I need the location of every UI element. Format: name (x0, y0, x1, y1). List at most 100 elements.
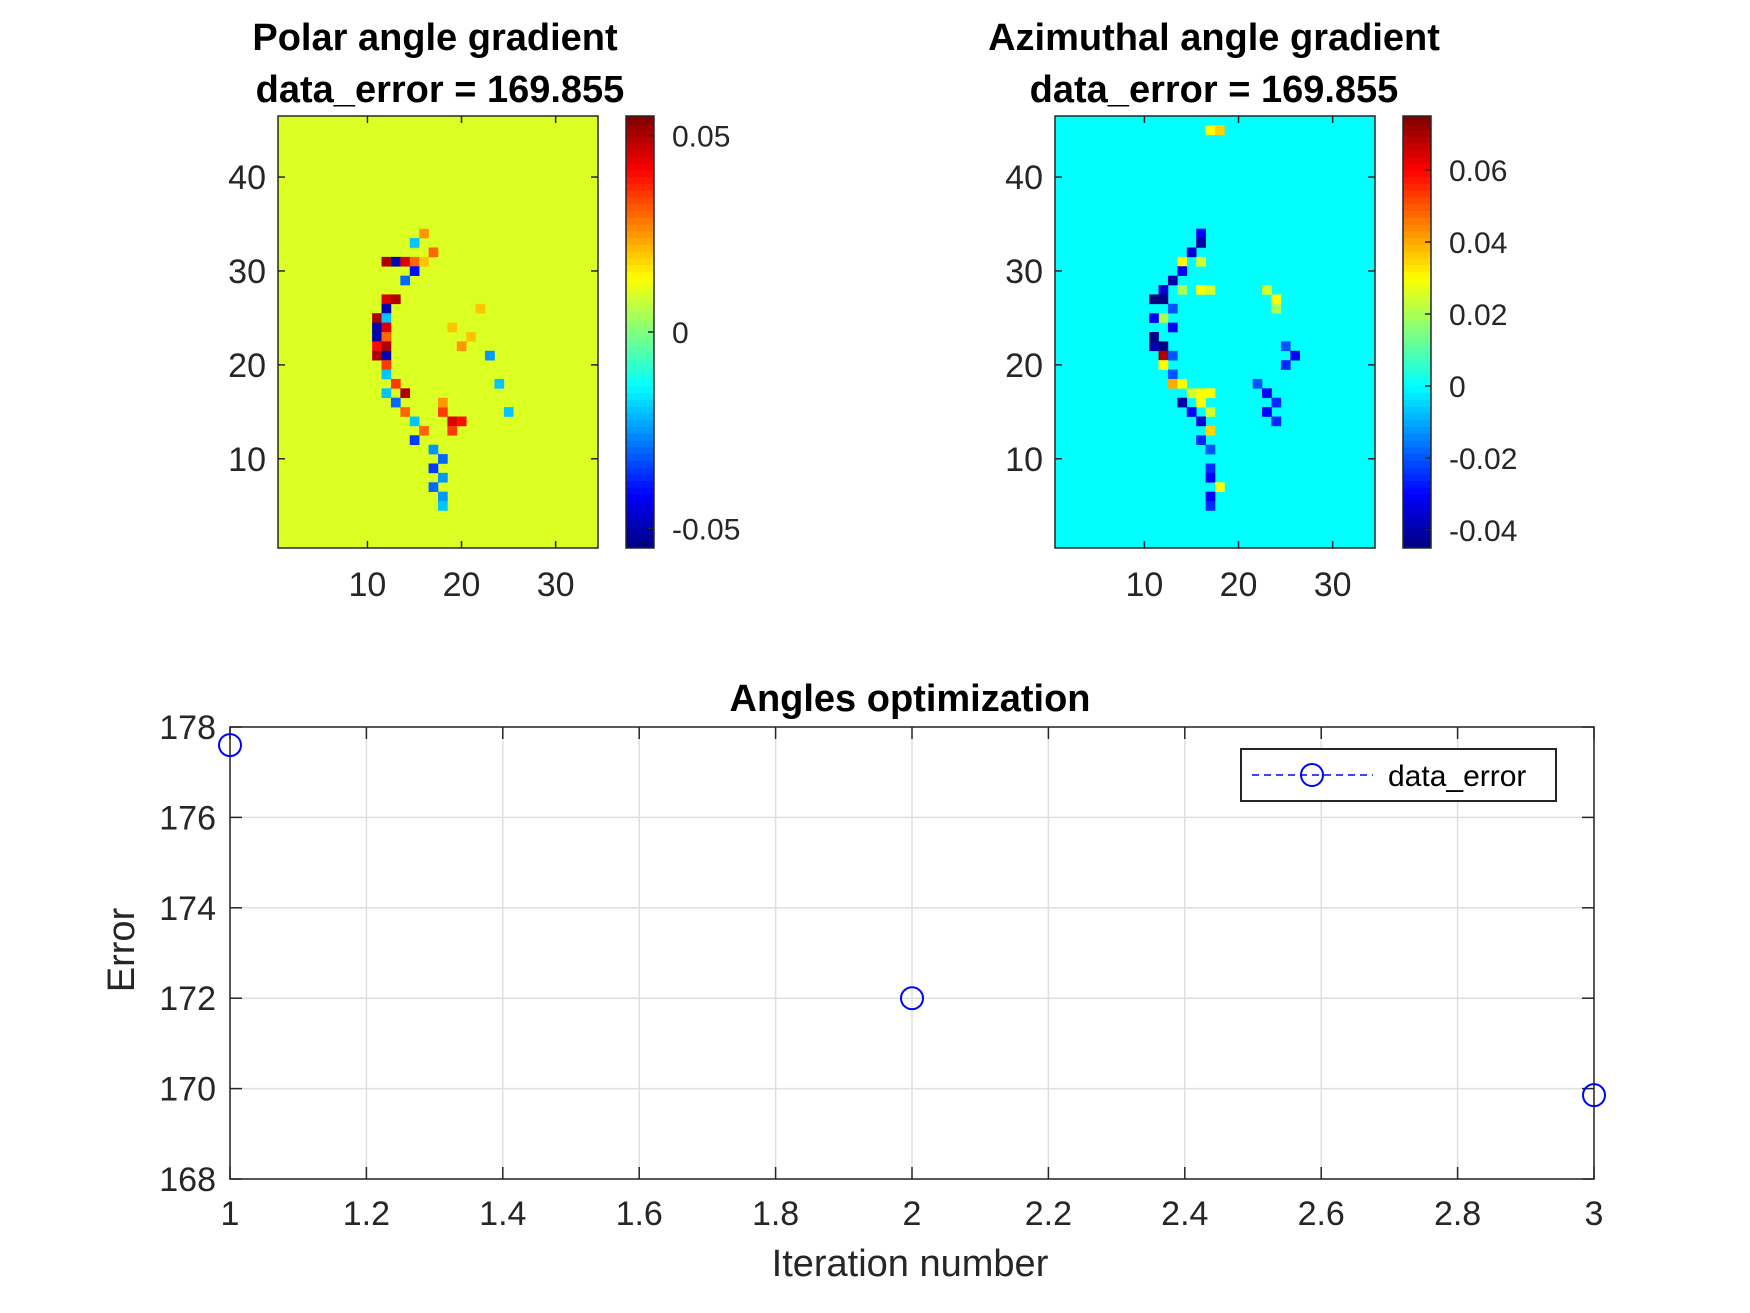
x-tick-label: 2.8 (1434, 1195, 1481, 1233)
colorbar-step (1403, 345, 1431, 353)
colorbar-step (626, 440, 654, 448)
colorbar-tick-label: 0.06 (1449, 155, 1507, 188)
x-tick-label: 20 (1220, 566, 1258, 604)
heatmap-cell (419, 256, 429, 267)
heatmap-cell (1205, 388, 1216, 399)
y-tick-label: 168 (159, 1161, 216, 1199)
colorbar-step (626, 514, 654, 522)
colorbar-step (1403, 514, 1431, 522)
colorbar-step (1403, 365, 1431, 373)
heatmap-cell (438, 397, 448, 408)
colorbar-step (1403, 372, 1431, 380)
heatmap-cell (1205, 444, 1216, 455)
colorbar-step (1403, 325, 1431, 333)
colorbar-step (626, 143, 654, 151)
y-tick-label: 178 (159, 709, 216, 747)
colorbar-tick-label: 0.02 (1449, 299, 1507, 332)
heatmap-cell (428, 463, 439, 474)
colorbar-step (626, 453, 654, 461)
heatmap-cell (1167, 350, 1178, 361)
heatmap-cell (1149, 341, 1159, 352)
heatmap-cell (419, 425, 429, 436)
heatmap-cell (1196, 435, 1206, 445)
x-tick-label: 30 (537, 566, 575, 604)
x-tick-label: 2.6 (1298, 1195, 1345, 1233)
colorbar-step (1403, 379, 1431, 387)
colorbar-step (626, 345, 654, 353)
colorbar-frame (1402, 115, 1432, 549)
heatmap-frame (277, 115, 599, 549)
heatmap-cell (447, 416, 458, 427)
colorbar-step (1403, 399, 1431, 407)
heatmap-cell (1177, 285, 1188, 295)
heatmap-cell (438, 454, 448, 464)
y-tick-label: 10 (228, 441, 266, 479)
legend-entry-data-error: data_error (1388, 760, 1526, 793)
colorbar-step (626, 426, 654, 434)
heatmap-cell (1196, 238, 1206, 248)
colorbar-step (626, 305, 654, 313)
colorbar-step (1403, 291, 1431, 299)
colorbar-step (1403, 386, 1431, 394)
heatmap-cell (1158, 313, 1169, 323)
colorbar-step (626, 237, 654, 245)
heatmap-cell (381, 322, 392, 333)
colorbar-step (1403, 359, 1431, 367)
heatmap-cell (1205, 491, 1216, 502)
colorbar-step (1403, 149, 1431, 157)
x-tick-label: 1.4 (479, 1195, 526, 1233)
colorbar-step (1403, 244, 1431, 252)
heatmap-cell (1177, 266, 1188, 276)
heatmap-cell (1205, 425, 1216, 436)
heatmap-cell (1167, 378, 1178, 389)
colorbar-step (626, 325, 654, 333)
heatmap-cell (1167, 322, 1178, 333)
data-point (1582, 1083, 1606, 1108)
colorbar-step (626, 332, 654, 340)
colorbar-step (626, 129, 654, 137)
colorbar-step (626, 156, 654, 164)
heatmap-cell (409, 416, 420, 427)
x-tick-label: 2.2 (1025, 1195, 1072, 1233)
colorbar-step (1403, 190, 1431, 198)
heatmap-cell (409, 238, 420, 248)
heatmap-cell (1252, 378, 1263, 389)
colorbar-tick-label: 0 (672, 317, 689, 350)
colorbar-step (1403, 507, 1431, 515)
colorbar-step (626, 284, 654, 292)
heatmap-cell (1271, 397, 1282, 408)
colorbar-step (1403, 433, 1431, 441)
x-tick-label: 1.8 (752, 1195, 799, 1233)
heatmap-cell (372, 341, 382, 352)
colorbar-step (1403, 521, 1431, 529)
x-tick-label: 30 (1314, 566, 1352, 604)
heatmap-cell (372, 332, 382, 342)
colorbar-step (1403, 203, 1431, 211)
colorbar-step (1403, 116, 1431, 124)
heatmap-cell (428, 247, 439, 258)
colorbar-step (1403, 500, 1431, 508)
heatmap-cell (381, 388, 392, 399)
y-tick-label: 20 (1005, 347, 1043, 385)
colorbar-step (626, 230, 654, 238)
x-tick-label: 3 (1585, 1195, 1604, 1233)
angles-optimization-panel: Angles optimization 1 1.2 1.4 1.6 1.8 2 2.2 2.4… (101, 678, 1606, 1285)
colorbar-step (1403, 278, 1431, 286)
y-tick-label: 20 (228, 347, 266, 385)
x-tick-label: 1.2 (343, 1195, 390, 1233)
azimuthal-gradient-panel: Azimuthal angle gradient data_error = 16… (988, 17, 1517, 604)
colorbar-step (626, 298, 654, 306)
colorbar-step (626, 487, 654, 495)
colorbar-step (1403, 122, 1431, 130)
heatmap-cell (381, 294, 392, 305)
colorbar-step (626, 183, 654, 191)
y-tick-label: 40 (1005, 159, 1043, 197)
heatmap-cell (419, 228, 429, 239)
colorbar-step (1403, 446, 1431, 454)
heatmap-cell (390, 378, 401, 389)
colorbar-step (1403, 284, 1431, 292)
heatmap-cell (372, 350, 382, 361)
y-tick-label: 172 (159, 980, 216, 1018)
colorbar-step (1403, 257, 1431, 265)
heatmap-cell (390, 294, 401, 305)
